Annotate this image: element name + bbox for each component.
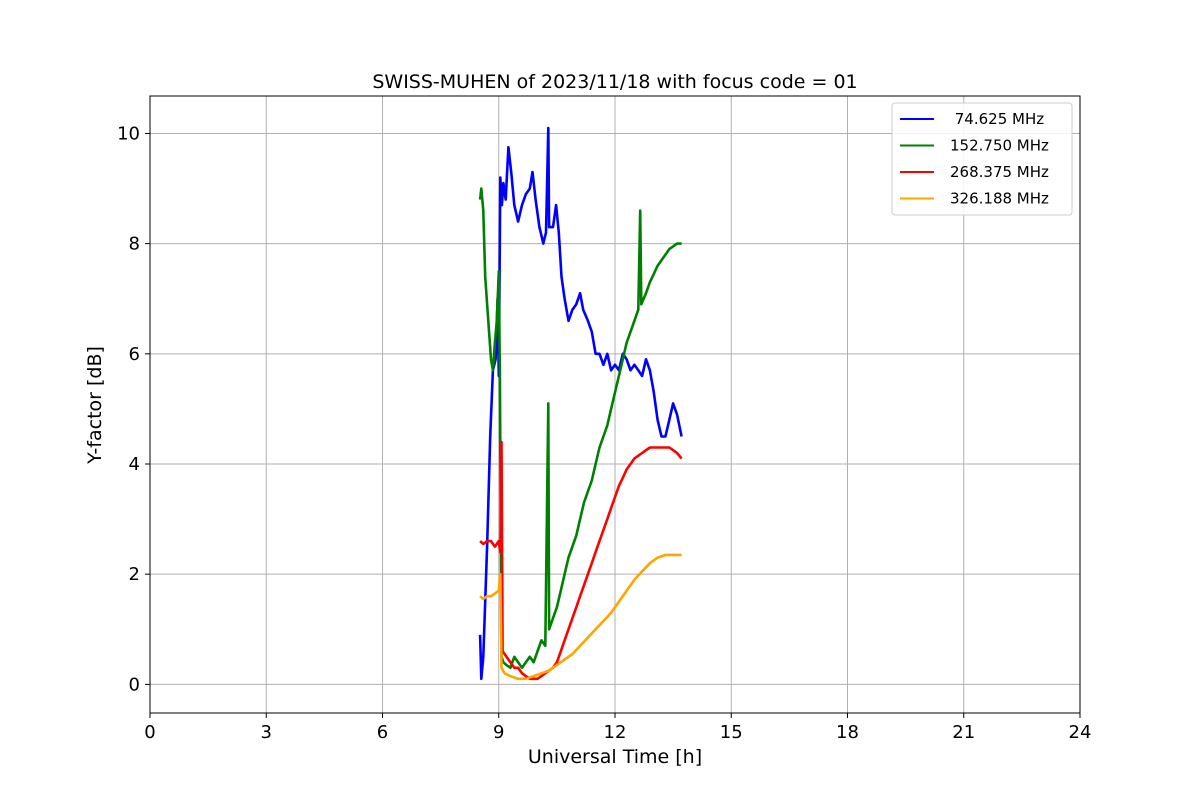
- series-line-1: [478, 187, 682, 670]
- legend: 74.625 MHz 152.750 MHz 268.375 MHz 326.188 …: [891, 102, 1073, 216]
- legend-label: 268.375 MHz: [950, 163, 1049, 181]
- series-line-3: [479, 553, 682, 681]
- y-tick-label: 4: [129, 454, 140, 475]
- x-tick-label: 24: [1069, 722, 1092, 743]
- series-layer: [478, 126, 683, 681]
- x-tick-label: 18: [836, 722, 859, 743]
- legend-label: 152.750 MHz: [950, 137, 1049, 155]
- y-tick-label: 8: [129, 234, 140, 255]
- x-axis-label: Universal Time [h]: [528, 746, 702, 768]
- y-tick-label: 0: [129, 674, 140, 695]
- x-tick-label: 15: [720, 722, 743, 743]
- y-tick-label: 10: [117, 123, 140, 144]
- y-axis-label: Y-factor [dB]: [84, 346, 106, 465]
- legend-label: 326.188 MHz: [950, 190, 1049, 208]
- grid-lines: [149, 96, 1081, 713]
- legend-box: [891, 102, 1073, 216]
- series-line-2: [479, 440, 683, 681]
- x-tick-label: 0: [144, 722, 155, 743]
- y-tick-label: 6: [129, 344, 140, 365]
- x-tick-label: 3: [261, 722, 272, 743]
- x-tick-label: 6: [377, 722, 388, 743]
- legend-label: 74.625 MHz: [950, 110, 1044, 128]
- chart-title: SWISS-MUHEN of 2023/11/18 with focus cod…: [372, 71, 857, 93]
- x-tick-label: 12: [604, 722, 627, 743]
- series-line-0: [478, 126, 683, 681]
- x-tick-label: 9: [493, 722, 504, 743]
- x-tick-label: 21: [952, 722, 975, 743]
- y-tick-label: 2: [129, 564, 140, 585]
